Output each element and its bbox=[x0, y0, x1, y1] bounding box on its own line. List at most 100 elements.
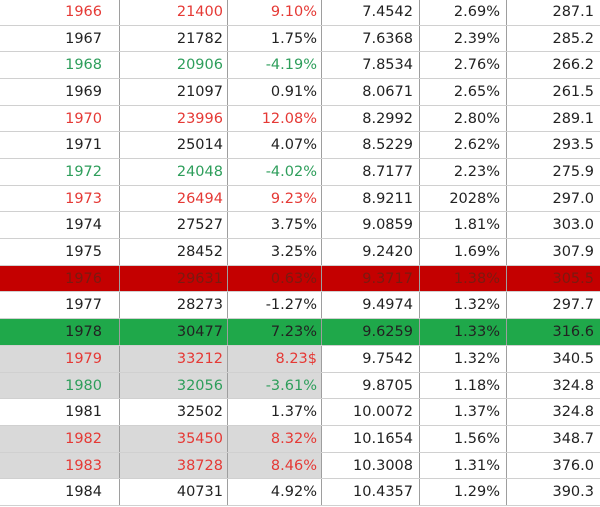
table-cell: 1.32% bbox=[420, 345, 507, 372]
table-cell: 1973 bbox=[0, 185, 120, 212]
table-cell: 324.8 bbox=[552, 377, 594, 394]
table-cell: 2.80% bbox=[420, 105, 507, 132]
table-cell: 1977 bbox=[0, 292, 120, 319]
table-cell: 9.0859 bbox=[322, 212, 420, 239]
table-cell: 1.37% bbox=[420, 399, 507, 425]
table-cell: 7.8534 bbox=[322, 52, 420, 79]
table-cell: 8.7177 bbox=[322, 159, 420, 185]
table-row: 1969 21097 0.91% 8.0671 2.65% 261.5 bbox=[0, 79, 600, 106]
table-cell: 2.65% bbox=[420, 79, 507, 105]
table-row: 1966 21400 9.10% 7.4542 2.69% 287.1 bbox=[0, 0, 600, 26]
table-cell: 4.92% bbox=[228, 479, 322, 505]
table-cell: 324.8 bbox=[552, 404, 594, 421]
table-row: 1982 35450 8.32% 10.1654 1.56% 348.7 bbox=[0, 425, 600, 453]
table-cell: 29631 bbox=[120, 265, 228, 292]
table-row: 1971 25014 4.07% 8.5229 2.62% 293.5 bbox=[0, 132, 600, 160]
table-row: 1975 28452 3.25% 9.2420 1.69% 307.9 bbox=[0, 239, 600, 266]
table-cell: 1.18% bbox=[420, 372, 507, 399]
table-cell: 1.37% bbox=[228, 399, 322, 425]
table-row: 1976 29631 0.63% 9.3717 1.38% 305.5 bbox=[0, 265, 600, 293]
table-cell: 9.8705 bbox=[322, 372, 420, 399]
table-cell: -3.61% bbox=[228, 372, 322, 399]
table-cell: 8.5229 bbox=[322, 132, 420, 159]
table-cell: 261.5 bbox=[552, 84, 594, 101]
table-cell: 266.2 bbox=[552, 57, 594, 74]
table-cell: 10.0072 bbox=[322, 399, 420, 425]
table-cell: 7.23% bbox=[228, 319, 322, 345]
table-cell: 1969 bbox=[0, 79, 120, 105]
table-cell: 33212 bbox=[120, 345, 228, 372]
table-cell: 1982 bbox=[0, 425, 120, 452]
table-cell: 340.5 bbox=[552, 350, 594, 367]
table-cell: 2.69% bbox=[420, 0, 507, 25]
table-cell: 303.0 bbox=[552, 217, 594, 234]
table-cell: 4.07% bbox=[228, 132, 322, 159]
table-cell: 1971 bbox=[0, 132, 120, 159]
table-row: 1979 33212 8.23$ 9.7542 1.32% 340.5 bbox=[0, 345, 600, 373]
table-row: 1977 28273 -1.27% 9.4974 1.32% 297.7 bbox=[0, 292, 600, 320]
table-cell: 1968 bbox=[0, 52, 120, 79]
table-cell: 2028% bbox=[420, 185, 507, 212]
table-cell: 21782 bbox=[120, 25, 228, 52]
table-cell: 0.91% bbox=[228, 79, 322, 105]
table-cell: 28273 bbox=[120, 292, 228, 319]
table-cell: 24048 bbox=[120, 159, 228, 185]
table-cell: 289.1 bbox=[552, 110, 594, 127]
table-cell: 1983 bbox=[0, 452, 120, 479]
table-cell: 32502 bbox=[120, 399, 228, 425]
table-cell: 8.23$ bbox=[228, 345, 322, 372]
table-cell: 1974 bbox=[0, 212, 120, 239]
table-cell: 1.81% bbox=[420, 212, 507, 239]
table-cell: 9.7542 bbox=[322, 345, 420, 372]
table-cell: 297.0 bbox=[552, 190, 594, 207]
table-cell: 1.75% bbox=[228, 25, 322, 52]
table-cell: 1.33% bbox=[420, 319, 507, 345]
table-cell: 9.4974 bbox=[322, 292, 420, 319]
table-cell: 1.32% bbox=[420, 292, 507, 319]
table-cell: 1967 bbox=[0, 25, 120, 52]
table-cell: 287.1 bbox=[552, 4, 594, 20]
table-cell: 8.46% bbox=[228, 452, 322, 479]
table-cell: 9.10% bbox=[228, 0, 322, 25]
table-row: 1973 26494 9.23% 8.9211 2028% 297.0 bbox=[0, 185, 600, 213]
table-cell: 307.9 bbox=[552, 244, 594, 261]
table-cell: -4.19% bbox=[228, 52, 322, 79]
table-cell: 2.23% bbox=[420, 159, 507, 185]
table-cell: 2.39% bbox=[420, 25, 507, 52]
table-cell: 305.5 bbox=[552, 270, 594, 287]
table-cell: 23996 bbox=[120, 105, 228, 132]
table-cell: 30477 bbox=[120, 319, 228, 345]
table-cell: -4.02% bbox=[228, 159, 322, 185]
table-cell: 8.2992 bbox=[322, 105, 420, 132]
table-cell: 285.2 bbox=[552, 30, 594, 47]
table-cell: 1.31% bbox=[420, 452, 507, 479]
table-row: 1980 32056 -3.61% 9.8705 1.18% 324.8 bbox=[0, 372, 600, 400]
table-cell: 316.6 bbox=[552, 324, 594, 341]
table-cell: 25014 bbox=[120, 132, 228, 159]
table-row: 1978 30477 7.23% 9.6259 1.33% 316.6 bbox=[0, 319, 600, 346]
table-cell: 1.29% bbox=[420, 479, 507, 505]
table-cell: 28452 bbox=[120, 239, 228, 265]
table-cell: 376.0 bbox=[552, 457, 594, 474]
table-cell: 8.9211 bbox=[322, 185, 420, 212]
table-cell: 8.32% bbox=[228, 425, 322, 452]
table-cell: 35450 bbox=[120, 425, 228, 452]
table-cell: 275.9 bbox=[552, 164, 594, 181]
table-cell: 9.3717 bbox=[322, 265, 420, 292]
table-cell: 1.38% bbox=[420, 265, 507, 292]
table-cell: 1980 bbox=[0, 372, 120, 399]
table-row: 1970 23996 12.08% 8.2992 2.80% 289.1 bbox=[0, 105, 600, 133]
table-row: 1967 21782 1.75% 7.6368 2.39% 285.2 bbox=[0, 25, 600, 53]
table-row: 1974 27527 3.75% 9.0859 1.81% 303.0 bbox=[0, 212, 600, 240]
table-cell: 8.0671 bbox=[322, 79, 420, 105]
table-cell: 10.1654 bbox=[322, 425, 420, 452]
table-cell: 293.5 bbox=[552, 137, 594, 154]
table-cell: 10.4357 bbox=[322, 479, 420, 505]
table-cell: 1976 bbox=[0, 265, 120, 292]
table-cell: 1966 bbox=[0, 0, 120, 25]
table-cell: 2.76% bbox=[420, 52, 507, 79]
table-cell: 9.23% bbox=[228, 185, 322, 212]
table-cell: 1975 bbox=[0, 239, 120, 265]
table-cell: 9.2420 bbox=[322, 239, 420, 265]
